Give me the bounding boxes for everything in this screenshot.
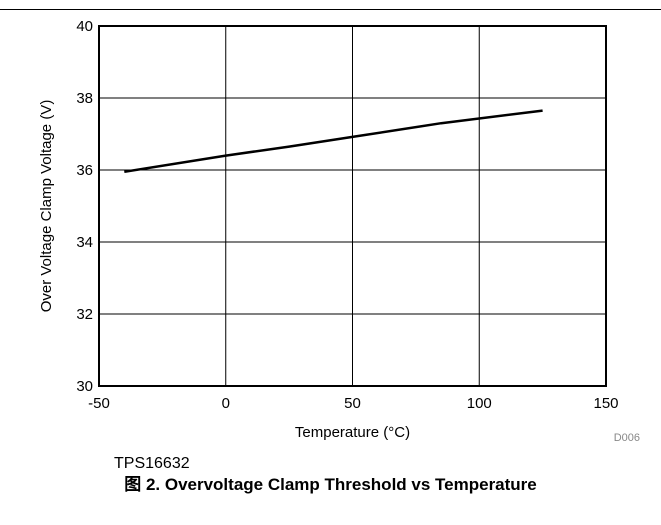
y-tick-label: 38 [76, 90, 93, 107]
y-tick-label: 30 [76, 378, 93, 395]
x-tick-label: 100 [467, 395, 492, 412]
x-tick-label: 50 [344, 395, 361, 412]
grid [99, 26, 606, 386]
y-tick-label: 36 [76, 162, 93, 179]
chart: 30 32 34 36 38 40 -50 0 50 100 150 Temperature (°… [38, 18, 640, 470]
x-tick-label: 0 [222, 395, 230, 412]
y-axis-label: Over Voltage Clamp Voltage (V) [38, 100, 55, 313]
top-rule [0, 9, 661, 10]
y-tick-label: 40 [76, 18, 93, 35]
x-axis-label: Temperature (°C) [295, 424, 410, 441]
x-tick-label: -50 [88, 395, 110, 412]
part-number-label: TPS16632 [114, 455, 190, 470]
figure-caption: 图 2. Overvoltage Clamp Threshold vs Temp… [124, 475, 537, 494]
series-line [124, 109, 543, 174]
plot-frame [98, 25, 607, 387]
y-tick-labels: 30 32 34 36 38 40 [76, 18, 93, 395]
x-tick-label: 150 [593, 395, 618, 412]
y-tick-label: 32 [76, 306, 93, 323]
x-tick-labels: -50 0 50 100 150 [88, 395, 618, 412]
y-tick-label: 34 [76, 234, 93, 251]
figure-code: D006 [614, 432, 640, 444]
series-layer [124, 109, 543, 174]
